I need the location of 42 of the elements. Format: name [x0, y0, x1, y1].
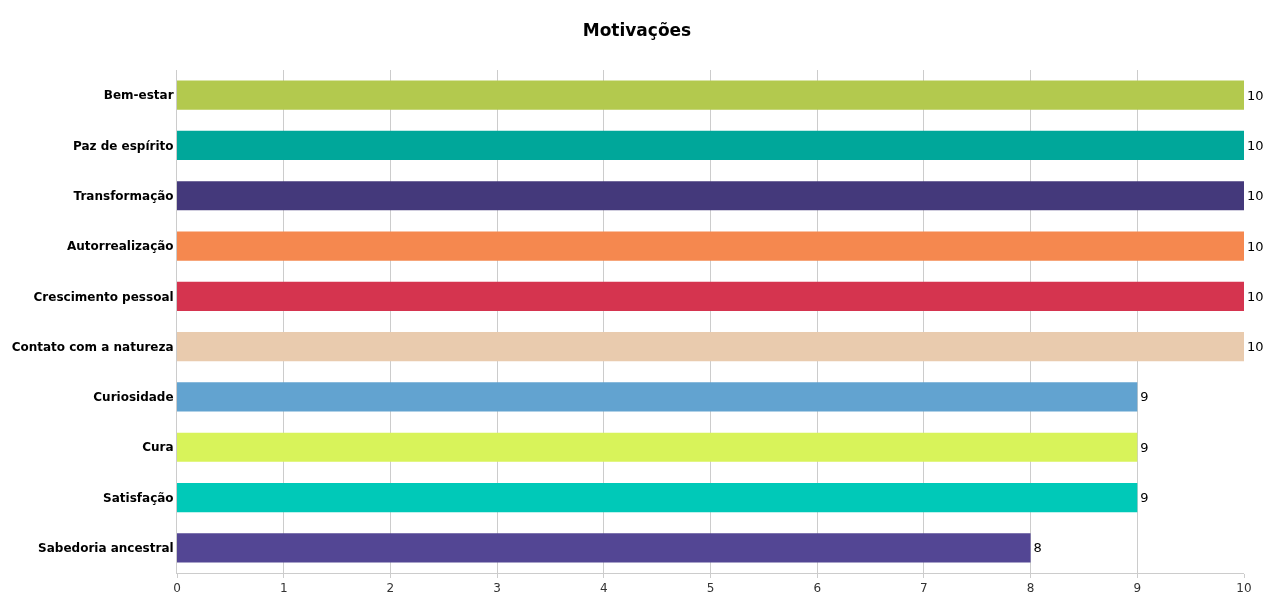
x-tick-label: 2: [386, 581, 395, 596]
x-tick-label: 6: [813, 581, 822, 596]
y-tick-label: Bem-estar: [103, 88, 174, 103]
bar: [177, 482, 1138, 513]
data-label: 9: [1140, 490, 1149, 506]
bar: [177, 332, 1244, 362]
data-label: 9: [1140, 439, 1149, 455]
x-tick-label: 3: [493, 581, 501, 596]
data-label: 10: [1247, 188, 1264, 204]
bar: [177, 80, 1244, 110]
data-label: 10: [1247, 87, 1264, 103]
bar: [177, 281, 1244, 311]
bar: [177, 432, 1138, 462]
data-label: 10: [1247, 288, 1264, 304]
chart-title: Motivações: [582, 20, 692, 41]
x-tick-label: 5: [706, 581, 715, 596]
y-tick-label: Satisfação: [103, 490, 174, 505]
x-tick-label: 4: [599, 581, 608, 596]
data-label: 8: [1033, 540, 1042, 556]
bar: [177, 533, 1031, 563]
y-tick-label: Crescimento pessoal: [33, 289, 174, 304]
x-tick-label: 9: [1133, 581, 1142, 596]
x-tick-label: 7: [920, 581, 928, 596]
data-label: 9: [1140, 389, 1149, 405]
x-tick-label: 10: [1236, 581, 1252, 596]
y-tick-label: Contato com a natureza: [11, 339, 174, 354]
x-tick-label: 0: [173, 581, 181, 596]
x-tick-label: 1: [279, 581, 288, 596]
bar: [177, 382, 1138, 412]
y-tick-label: Cura: [142, 440, 174, 455]
data-label: 10: [1247, 339, 1264, 355]
bar: [177, 231, 1244, 261]
data-label: 10: [1247, 238, 1264, 254]
data-label: 10: [1247, 137, 1264, 153]
y-tick-label: Curiosidade: [93, 390, 174, 405]
bar: [177, 130, 1244, 161]
y-tick-label: Transformação: [73, 188, 174, 203]
y-tick-label: Paz de espírito: [72, 138, 174, 153]
y-tick-label: Sabedoria ancestral: [38, 541, 174, 556]
y-tick-label: Autorrealização: [66, 239, 174, 254]
bar: [177, 181, 1244, 211]
x-tick-label: 8: [1026, 581, 1035, 596]
